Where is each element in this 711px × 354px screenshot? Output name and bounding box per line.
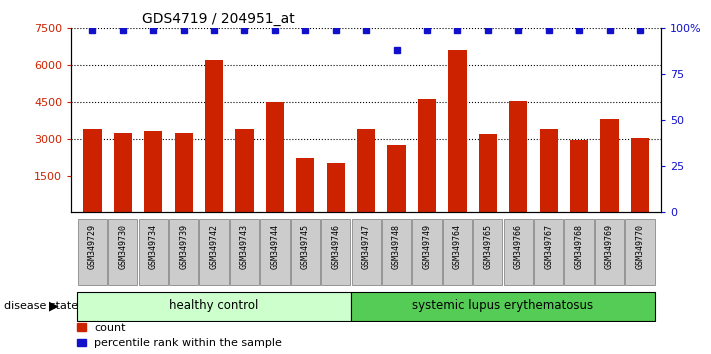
- Bar: [144, 131, 162, 212]
- Bar: [230, 219, 259, 285]
- Bar: [382, 219, 411, 285]
- Bar: [200, 219, 229, 285]
- Text: GSM349734: GSM349734: [149, 224, 158, 269]
- Bar: [503, 219, 533, 285]
- Bar: [77, 219, 107, 285]
- Bar: [296, 158, 314, 212]
- Text: GSM349743: GSM349743: [240, 224, 249, 269]
- Bar: [77, 292, 351, 321]
- Text: GSM349769: GSM349769: [605, 224, 614, 269]
- Bar: [595, 219, 624, 285]
- Bar: [509, 101, 528, 212]
- Text: systemic lupus erythematosus: systemic lupus erythematosus: [412, 299, 594, 312]
- Bar: [474, 219, 503, 285]
- Bar: [534, 219, 563, 285]
- Text: GSM349744: GSM349744: [270, 224, 279, 269]
- Bar: [266, 102, 284, 212]
- Bar: [351, 292, 655, 321]
- Bar: [114, 133, 132, 212]
- Text: GDS4719 / 204951_at: GDS4719 / 204951_at: [142, 12, 294, 26]
- Bar: [139, 219, 168, 285]
- Text: GSM349729: GSM349729: [88, 224, 97, 269]
- Bar: [260, 219, 289, 285]
- Text: GSM349764: GSM349764: [453, 224, 462, 269]
- Bar: [174, 133, 193, 212]
- Text: GSM349749: GSM349749: [422, 224, 432, 269]
- Bar: [235, 129, 254, 212]
- Text: GSM349765: GSM349765: [483, 224, 492, 269]
- Bar: [600, 119, 619, 212]
- Text: GSM349730: GSM349730: [118, 224, 127, 269]
- Text: GSM349767: GSM349767: [544, 224, 553, 269]
- Bar: [631, 138, 649, 212]
- Text: healthy control: healthy control: [169, 299, 259, 312]
- Text: GSM349739: GSM349739: [179, 224, 188, 269]
- Text: disease state: disease state: [4, 301, 77, 311]
- Legend: count, percentile rank within the sample: count, percentile rank within the sample: [77, 323, 282, 348]
- Text: ▶: ▶: [48, 300, 58, 313]
- Bar: [479, 134, 497, 212]
- Bar: [443, 219, 472, 285]
- Bar: [387, 145, 406, 212]
- Text: GSM349748: GSM349748: [392, 224, 401, 269]
- Bar: [326, 163, 345, 212]
- Bar: [83, 129, 102, 212]
- Bar: [626, 219, 655, 285]
- Bar: [540, 129, 558, 212]
- Bar: [449, 50, 466, 212]
- Bar: [108, 219, 137, 285]
- Bar: [570, 140, 588, 212]
- Bar: [169, 219, 198, 285]
- Bar: [321, 219, 351, 285]
- Text: GSM349745: GSM349745: [301, 224, 310, 269]
- Text: GSM349766: GSM349766: [514, 224, 523, 269]
- Text: GSM349742: GSM349742: [210, 224, 218, 269]
- Bar: [412, 219, 442, 285]
- Bar: [291, 219, 320, 285]
- Text: GSM349770: GSM349770: [636, 224, 644, 269]
- Text: GSM349746: GSM349746: [331, 224, 341, 269]
- Text: GSM349747: GSM349747: [362, 224, 370, 269]
- Bar: [357, 129, 375, 212]
- Bar: [418, 99, 436, 212]
- Bar: [565, 219, 594, 285]
- Bar: [351, 219, 381, 285]
- Text: GSM349768: GSM349768: [574, 224, 584, 269]
- Bar: [205, 60, 223, 212]
